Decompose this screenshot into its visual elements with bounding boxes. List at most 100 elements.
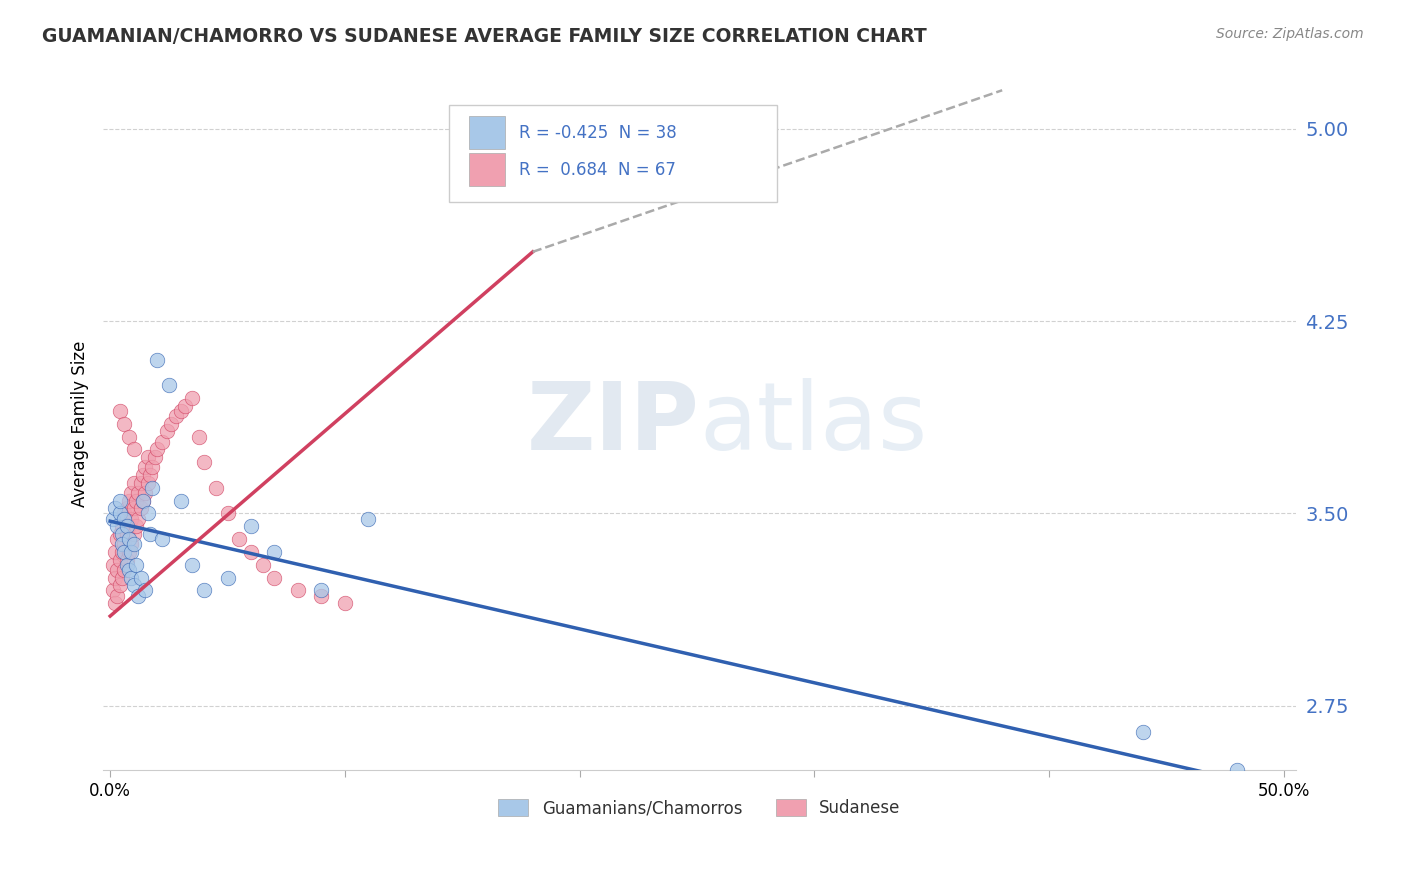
Point bbox=[108, 578, 131, 592]
Point bbox=[157, 378, 180, 392]
Point bbox=[228, 532, 250, 546]
Text: R =  0.684  N = 67: R = 0.684 N = 67 bbox=[519, 161, 676, 178]
Text: R = -0.425  N = 38: R = -0.425 N = 38 bbox=[519, 124, 678, 142]
Point bbox=[101, 558, 124, 572]
Point bbox=[217, 571, 239, 585]
Point bbox=[150, 434, 173, 449]
Text: GUAMANIAN/CHAMORRO VS SUDANESE AVERAGE FAMILY SIZE CORRELATION CHART: GUAMANIAN/CHAMORRO VS SUDANESE AVERAGE F… bbox=[42, 27, 927, 45]
Point bbox=[125, 519, 148, 533]
Point bbox=[112, 545, 135, 559]
Point bbox=[120, 511, 142, 525]
Point bbox=[115, 552, 138, 566]
Point bbox=[129, 475, 152, 490]
Point bbox=[112, 511, 135, 525]
Point bbox=[105, 563, 128, 577]
FancyBboxPatch shape bbox=[470, 153, 505, 186]
Legend: Guamanians/Chamorros, Sudanese: Guamanians/Chamorros, Sudanese bbox=[492, 792, 907, 824]
Point bbox=[311, 589, 333, 603]
Point bbox=[150, 532, 173, 546]
Point bbox=[357, 511, 380, 525]
Point bbox=[160, 417, 183, 431]
Point bbox=[287, 583, 309, 598]
Point bbox=[311, 583, 333, 598]
Point bbox=[122, 442, 145, 457]
Point bbox=[120, 545, 142, 559]
Point bbox=[120, 537, 142, 551]
Point bbox=[139, 527, 162, 541]
Point bbox=[127, 486, 149, 500]
Point bbox=[1226, 763, 1249, 777]
Point bbox=[104, 596, 127, 610]
Point bbox=[143, 450, 166, 464]
Point bbox=[193, 583, 215, 598]
Point bbox=[136, 450, 159, 464]
Point bbox=[122, 501, 145, 516]
Point bbox=[111, 545, 134, 559]
Y-axis label: Average Family Size: Average Family Size bbox=[72, 341, 89, 507]
Point bbox=[111, 571, 134, 585]
Point bbox=[134, 583, 156, 598]
Point bbox=[115, 519, 138, 533]
Point bbox=[115, 558, 138, 572]
Point bbox=[333, 596, 356, 610]
Point bbox=[169, 404, 191, 418]
Point bbox=[146, 442, 169, 457]
Point bbox=[136, 507, 159, 521]
Point bbox=[174, 399, 197, 413]
Point bbox=[111, 519, 134, 533]
Point bbox=[263, 571, 285, 585]
Point bbox=[112, 537, 135, 551]
Point bbox=[112, 417, 135, 431]
Point bbox=[118, 493, 141, 508]
Point bbox=[118, 532, 141, 546]
Point bbox=[108, 404, 131, 418]
Point bbox=[122, 537, 145, 551]
Point bbox=[125, 493, 148, 508]
Point bbox=[120, 486, 142, 500]
Point bbox=[165, 409, 187, 423]
Point bbox=[112, 507, 135, 521]
Text: Source: ZipAtlas.com: Source: ZipAtlas.com bbox=[1216, 27, 1364, 41]
Point bbox=[240, 519, 263, 533]
Point bbox=[127, 511, 149, 525]
Point bbox=[129, 571, 152, 585]
Point bbox=[122, 578, 145, 592]
Point bbox=[263, 545, 285, 559]
Point bbox=[132, 468, 155, 483]
Point bbox=[104, 501, 127, 516]
Point bbox=[108, 493, 131, 508]
Point bbox=[105, 532, 128, 546]
Point bbox=[217, 507, 239, 521]
Point bbox=[181, 391, 204, 405]
Point bbox=[108, 507, 131, 521]
Point bbox=[155, 425, 177, 439]
Point bbox=[118, 519, 141, 533]
Point bbox=[132, 493, 155, 508]
Point bbox=[122, 475, 145, 490]
FancyBboxPatch shape bbox=[449, 105, 778, 202]
Point bbox=[120, 571, 142, 585]
Point bbox=[101, 511, 124, 525]
Point bbox=[134, 460, 156, 475]
Point bbox=[129, 501, 152, 516]
Text: ZIP: ZIP bbox=[526, 377, 699, 470]
Point bbox=[193, 455, 215, 469]
Point bbox=[181, 558, 204, 572]
Point bbox=[146, 352, 169, 367]
Point bbox=[141, 460, 163, 475]
Point bbox=[1132, 724, 1154, 739]
Point bbox=[111, 537, 134, 551]
Point bbox=[111, 527, 134, 541]
Point bbox=[188, 429, 211, 443]
Point bbox=[101, 583, 124, 598]
Point bbox=[118, 545, 141, 559]
Point bbox=[105, 519, 128, 533]
Point bbox=[141, 481, 163, 495]
Point bbox=[112, 563, 135, 577]
Point bbox=[240, 545, 263, 559]
Point bbox=[252, 558, 274, 572]
Point bbox=[134, 486, 156, 500]
FancyBboxPatch shape bbox=[470, 116, 505, 150]
Point bbox=[105, 589, 128, 603]
Point bbox=[136, 475, 159, 490]
